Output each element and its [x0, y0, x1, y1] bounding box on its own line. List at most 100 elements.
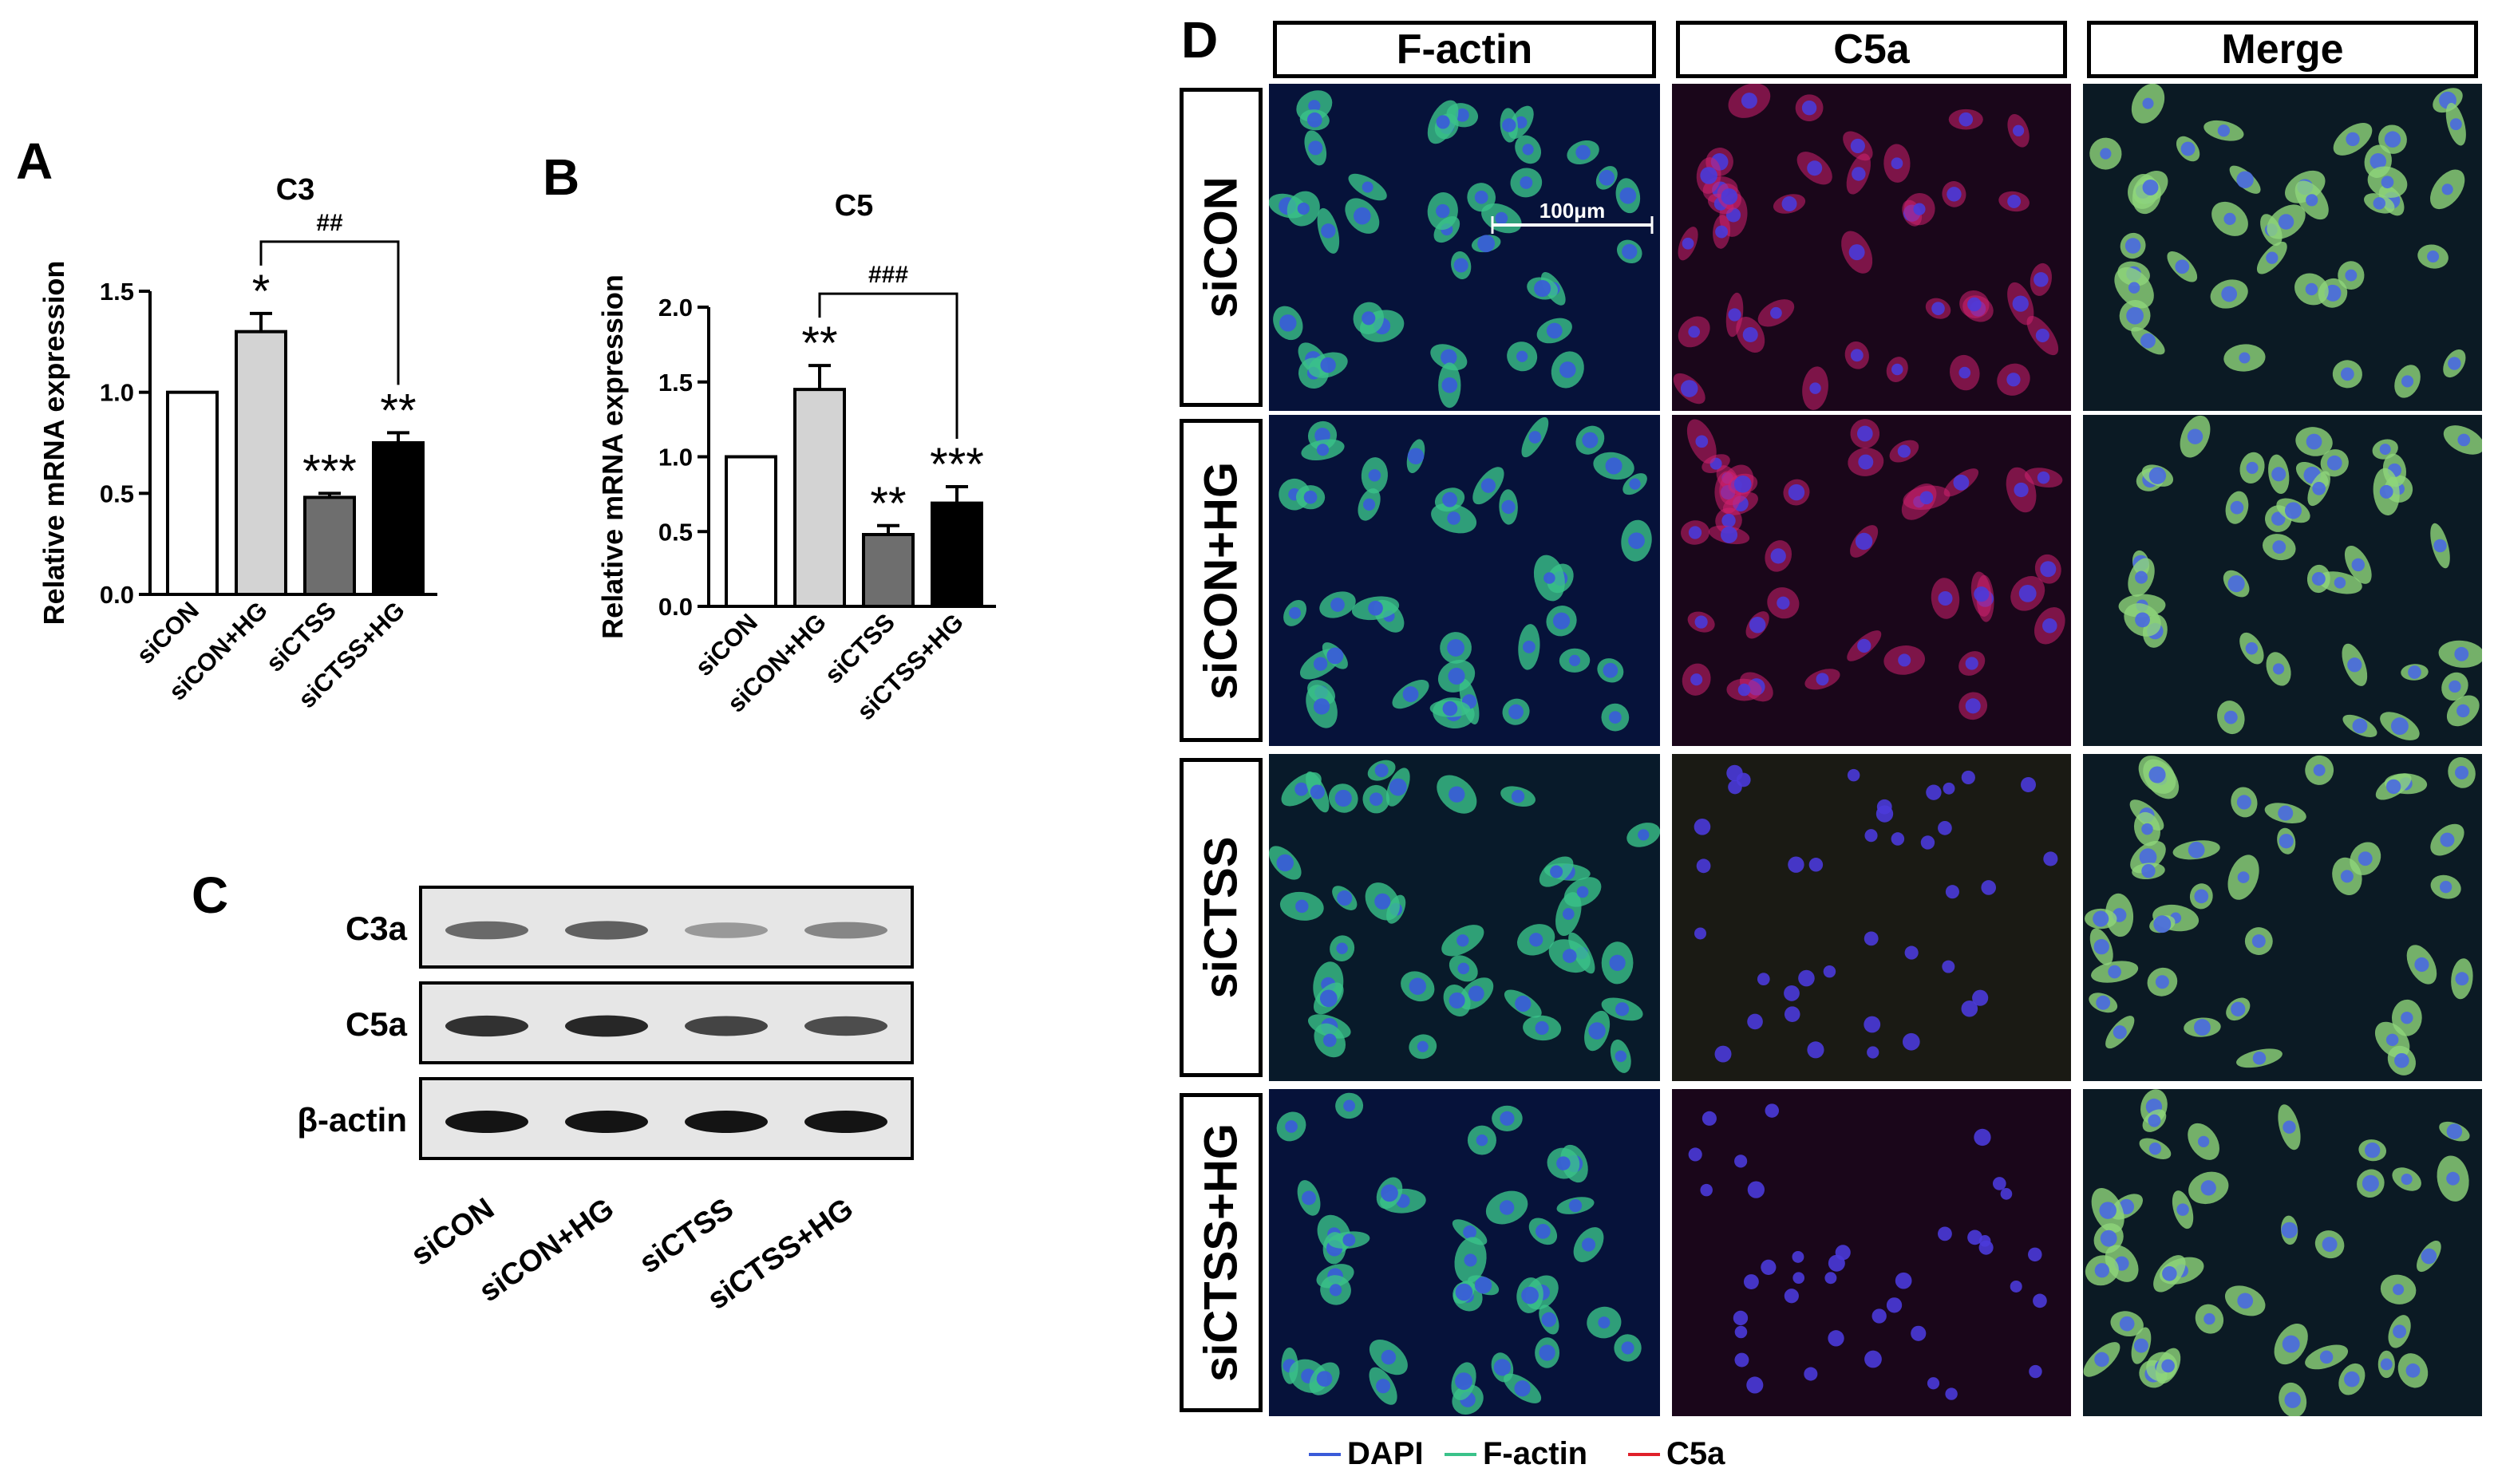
nucleus [2272, 663, 2285, 675]
nucleus [2035, 328, 2049, 343]
nucleus [2421, 1248, 2437, 1265]
nucleus [2133, 1338, 2148, 1353]
blot-band [445, 921, 528, 940]
nucleus [2373, 197, 2385, 210]
nucleus [2334, 577, 2346, 589]
nucleus [2093, 938, 2109, 955]
panel-letter-a: A [16, 132, 53, 190]
column-header: Merge [2087, 21, 2478, 78]
nucleus [1974, 1128, 1991, 1147]
nucleus [2340, 870, 2354, 883]
nucleus [1828, 1330, 1844, 1347]
legend-swatch [1309, 1452, 1341, 1456]
nucleus [1823, 965, 1836, 978]
nucleus [1515, 116, 1528, 128]
nucleus [1621, 1341, 1634, 1355]
nucleus [2283, 1120, 2296, 1134]
nucleus [1619, 187, 1637, 204]
immunofluorescence-grid: F-actin C5a Merge siCON 100μm siCON+HG siCTSS s… [1165, 0, 2494, 1484]
nucleus [1897, 444, 1911, 458]
nucleus [1857, 638, 1871, 653]
legend-swatch [1445, 1452, 1476, 1456]
nucleus [1696, 858, 1711, 874]
nucleus [2180, 141, 2196, 156]
nucleus [1409, 977, 1426, 995]
nucleus [1847, 768, 1860, 782]
panel-letter-c: C [192, 866, 229, 924]
nucleus [1721, 526, 1738, 543]
nucleus [1370, 792, 1383, 806]
nucleus [1737, 683, 1751, 697]
nucleus [2162, 1266, 2177, 1281]
nucleus [2237, 871, 2250, 883]
nucleus [1858, 454, 1874, 470]
nucleus [2266, 251, 2279, 264]
nucleus [1742, 326, 1758, 343]
nucleus [1856, 425, 1873, 442]
blot-band [565, 1015, 648, 1037]
nucleus [2326, 455, 2342, 471]
nucleus [1441, 377, 1458, 393]
nucleus [1792, 1250, 1804, 1263]
nucleus [1306, 112, 1322, 128]
nucleus [1468, 985, 1484, 1002]
nucleus [2379, 484, 2393, 499]
nucleus [1374, 893, 1391, 910]
nucleus [2278, 805, 2294, 821]
y-axis-label: Relative mRNA expression [596, 274, 629, 639]
nucleus [1363, 498, 1376, 511]
panel-letter-d: D [1181, 11, 1219, 69]
nucleus [1747, 1013, 1763, 1030]
nucleus [1457, 962, 1470, 975]
legend-item: F-actin [1445, 1436, 1587, 1472]
micrograph-image [2083, 754, 2482, 1081]
nucleus [2018, 584, 2037, 602]
nucleus [1864, 829, 1878, 843]
nucleus [2012, 295, 2029, 312]
nucleus [2119, 1316, 2135, 1332]
nucleus [2187, 428, 2203, 444]
nucleus [2351, 558, 2365, 572]
micrograph-image [2083, 415, 2482, 746]
significance-label: *** [302, 445, 357, 497]
nucleus [1886, 1297, 1903, 1313]
nucleus [2246, 461, 2259, 474]
bracket-label: ### [868, 262, 908, 288]
nucleus [2237, 1293, 2254, 1309]
nucleus [1622, 243, 1638, 259]
nucleus [2311, 571, 2326, 586]
nucleus [1316, 1371, 1333, 1387]
blot-band [445, 1015, 528, 1037]
nucleus [1342, 1233, 1356, 1247]
nucleus [1294, 782, 1309, 796]
row-header: siCON+HG [1180, 419, 1263, 742]
nucleus [1871, 1308, 1887, 1324]
nucleus [1515, 995, 1532, 1012]
nucleus [1535, 1020, 1549, 1036]
nucleus [2381, 176, 2394, 189]
nucleus [2390, 717, 2409, 736]
nucleus [1733, 1310, 1749, 1326]
nucleus [1757, 973, 1770, 986]
nucleus [1514, 1380, 1531, 1397]
nucleus [1694, 615, 1708, 629]
nucleus [1743, 1274, 1759, 1289]
nucleus [2128, 282, 2140, 294]
nucleus [1455, 1372, 1472, 1391]
nucleus [1700, 1183, 1713, 1197]
nucleus [1891, 157, 1903, 170]
blot-row-label: C5a [345, 1005, 407, 1043]
nucleus [2251, 934, 2266, 949]
nucleus [1501, 499, 1516, 515]
nucleus [1442, 491, 1457, 507]
nucleus [1734, 1325, 1748, 1339]
nucleus [1276, 854, 1294, 872]
nucleus [1848, 244, 1865, 261]
nucleus [2099, 1202, 2117, 1219]
row-header-label: siCTSS [1195, 836, 1247, 999]
bar [725, 455, 777, 608]
blot-band [685, 1111, 768, 1133]
nucleus [2028, 1247, 2042, 1262]
panel-letter-b: B [543, 148, 580, 206]
